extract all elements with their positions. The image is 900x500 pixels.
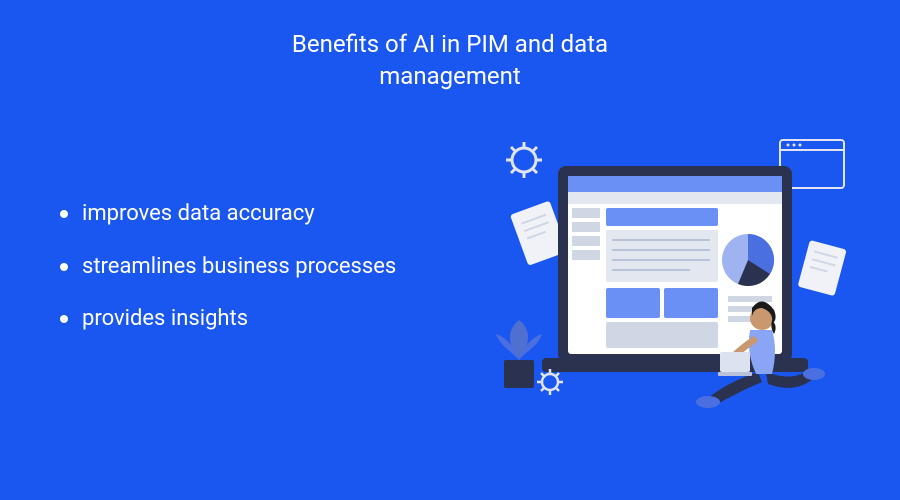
plant-icon — [496, 320, 542, 388]
gear-icon — [506, 142, 542, 178]
list-item: streamlines business processes — [56, 253, 396, 282]
pie-chart-icon — [722, 234, 774, 286]
list-item: improves data accuracy — [56, 200, 396, 229]
slide-title: Benefits of AI in PIM and data managemen… — [220, 28, 680, 93]
list-item: provides insights — [56, 305, 396, 334]
dashboard-illustration — [480, 130, 860, 430]
gear-icon — [537, 369, 563, 395]
slide-canvas: Benefits of AI in PIM and data managemen… — [0, 0, 900, 500]
small-laptop-icon — [718, 352, 752, 376]
document-icon — [798, 240, 847, 296]
bullet-list: improves data accuracy streamlines busin… — [56, 200, 396, 358]
